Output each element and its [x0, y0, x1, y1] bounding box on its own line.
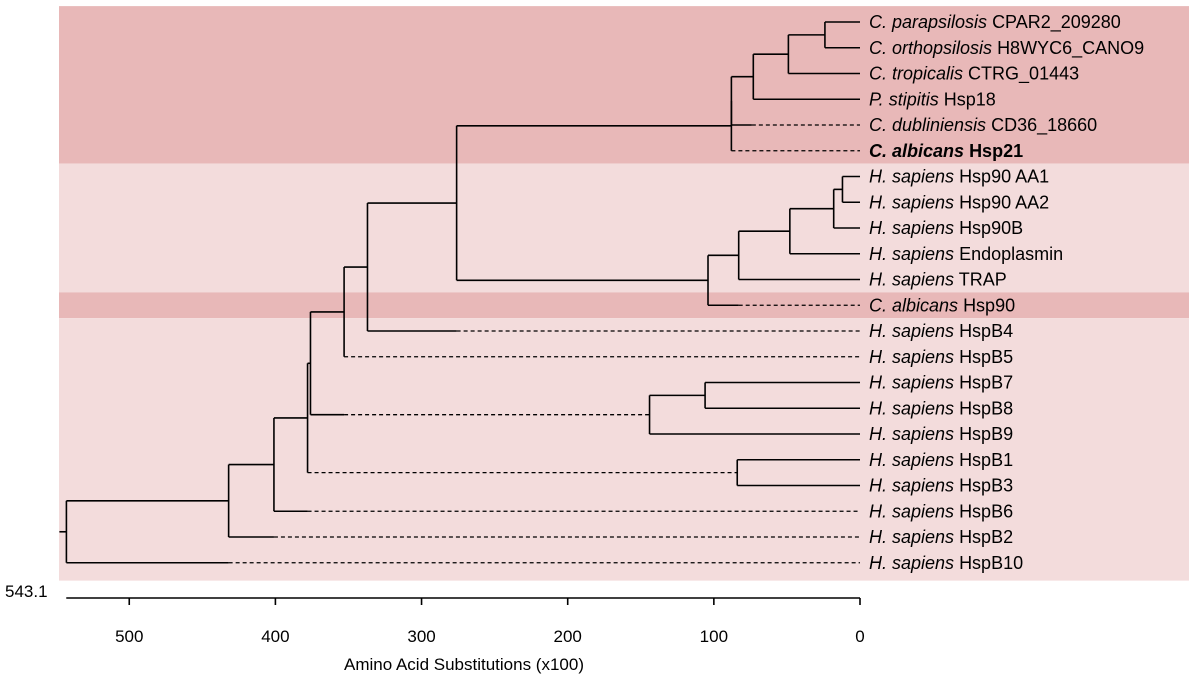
protein-name: CD36_18660	[991, 115, 1097, 136]
species-name: H. sapiens	[869, 321, 954, 341]
protein-name: Hsp90B	[959, 218, 1023, 238]
species-name: H. sapiens	[869, 424, 954, 444]
axis-ticks: 500 400 300 200 100 0	[115, 598, 865, 646]
species-name: C. tropicalis	[869, 64, 963, 84]
protein-name: HspB7	[959, 373, 1013, 393]
protein-name: TRAP	[959, 270, 1007, 290]
species-name: C. orthopsilosis	[869, 38, 992, 58]
protein-name: CTRG_01443	[968, 64, 1079, 85]
tick-label: 400	[261, 627, 289, 646]
leaf-label: H. sapiens Hsp90 AA2	[869, 192, 1049, 212]
leaf-label: H. sapiens HspB8	[869, 398, 1013, 418]
protein-name: H8WYC6_CANO9	[997, 38, 1144, 59]
axis-title: Amino Acid Substitutions (x100)	[344, 655, 584, 674]
species-name: H. sapiens	[869, 244, 954, 264]
species-name: H. sapiens	[869, 218, 954, 238]
leaf-label: H. sapiens Endoplasmin	[869, 244, 1063, 264]
protein-name: HspB2	[959, 527, 1013, 547]
species-name: H. sapiens	[869, 167, 954, 187]
species-name: H. sapiens	[869, 527, 954, 547]
tick-label: 500	[115, 627, 143, 646]
protein-name: Hsp90	[963, 295, 1015, 315]
clade-band-1	[59, 163, 1189, 293]
protein-name: Hsp18	[944, 89, 996, 109]
protein-name: HspB5	[959, 347, 1013, 367]
protein-name: HspB4	[959, 321, 1013, 341]
species-name: H. sapiens	[869, 501, 954, 521]
leaf-label: H. sapiens HspB4	[869, 321, 1013, 341]
protein-name: HspB8	[959, 398, 1013, 418]
protein-name: CPAR2_209280	[992, 12, 1121, 33]
species-name: C. parapsilosis	[869, 12, 987, 32]
protein-name: HspB10	[959, 553, 1023, 573]
leaf-label: H. sapiens HspB3	[869, 476, 1013, 496]
leaf-label: H. sapiens HspB10	[869, 553, 1023, 573]
leaf-label: H. sapiens HspB5	[869, 347, 1013, 367]
tick-label: 0	[855, 627, 864, 646]
protein-name: Hsp90 AA2	[959, 192, 1049, 212]
species-name: H. sapiens	[869, 398, 954, 418]
leaf-label: H. sapiens TRAP	[869, 270, 1007, 290]
leaf-label: C. albicans Hsp21	[869, 141, 1023, 161]
species-name: H. sapiens	[869, 450, 954, 470]
protein-name: HspB3	[959, 476, 1013, 496]
root-value-label: 543.1	[5, 582, 48, 601]
leaf-label: P. stipitis Hsp18	[869, 89, 996, 109]
leaf-label: H. sapiens HspB6	[869, 501, 1013, 521]
leaf-label: H. sapiens HspB9	[869, 424, 1013, 444]
species-name: C. dubliniensis	[869, 115, 986, 135]
protein-name: HspB1	[959, 450, 1013, 470]
tree-branches	[59, 21, 860, 564]
species-name: H. sapiens	[869, 347, 954, 367]
species-name: H. sapiens	[869, 476, 954, 496]
leaf-label: C. dubliniensis CD36_18660	[869, 115, 1097, 136]
x-axis: 500 400 300 200 100 0 543.1 Amino Acid Substi…	[5, 582, 865, 674]
species-name: H. sapiens	[869, 373, 954, 393]
protein-name: Endoplasmin	[959, 244, 1063, 264]
leaf-label: C. albicans Hsp90	[869, 295, 1015, 315]
leaf-label: H. sapiens Hsp90 AA1	[869, 167, 1049, 187]
leaf-label: H. sapiens HspB7	[869, 373, 1013, 393]
clade-band-2	[59, 292, 1189, 319]
leaf-label: C. parapsilosis CPAR2_209280	[869, 12, 1121, 33]
species-name: H. sapiens	[869, 192, 954, 212]
protein-name: HspB9	[959, 424, 1013, 444]
species-name: C. albicans	[869, 295, 958, 315]
protein-name: Hsp21	[969, 141, 1023, 161]
species-name: C. albicans	[869, 141, 964, 161]
tick-label: 300	[407, 627, 435, 646]
species-name: H. sapiens	[869, 270, 954, 290]
species-name: P. stipitis	[869, 89, 939, 109]
protein-name: Hsp90 AA1	[959, 167, 1049, 187]
protein-name: HspB6	[959, 501, 1013, 521]
tick-label: 200	[554, 627, 582, 646]
leaf-label: H. sapiens HspB1	[869, 450, 1013, 470]
species-name: H. sapiens	[869, 553, 954, 573]
leaf-label: C. orthopsilosis H8WYC6_CANO9	[869, 38, 1144, 59]
clade-band-0	[59, 6, 1189, 164]
tick-label: 100	[700, 627, 728, 646]
clade-band-3	[59, 318, 1189, 581]
leaf-label: C. tropicalis CTRG_01443	[869, 64, 1079, 85]
leaf-label: H. sapiens Hsp90B	[869, 218, 1023, 238]
leaf-label: H. sapiens HspB2	[869, 527, 1013, 547]
